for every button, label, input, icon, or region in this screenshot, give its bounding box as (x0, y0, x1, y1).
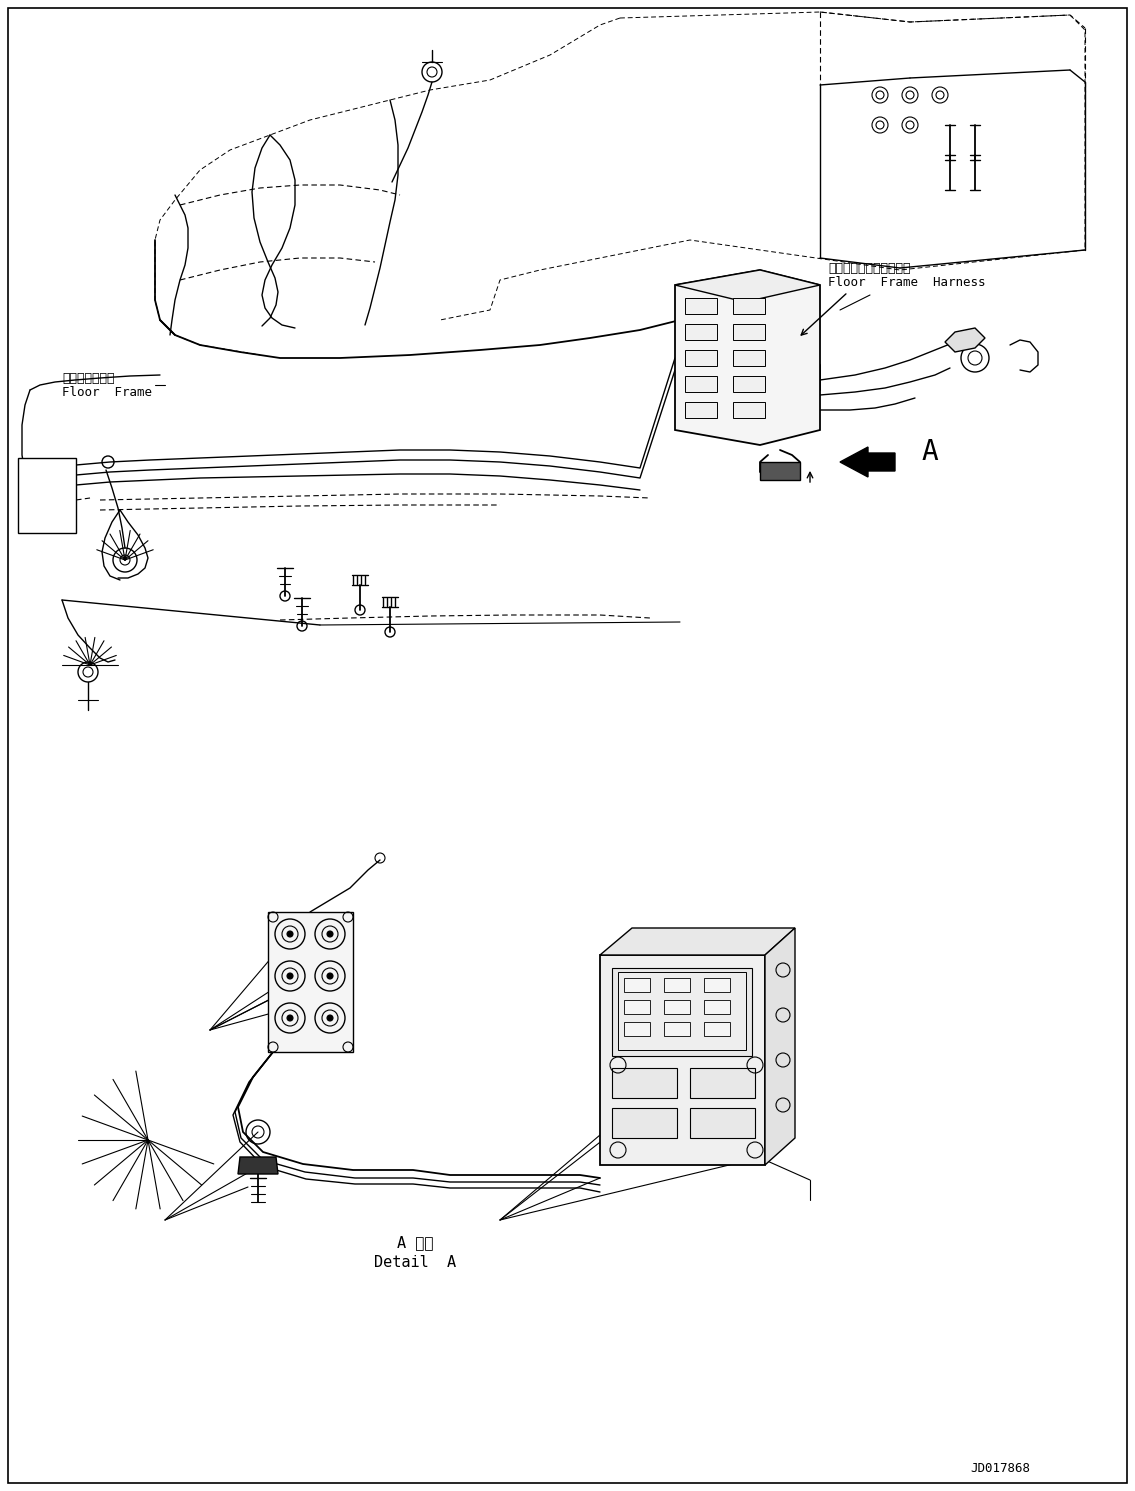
Bar (686, 324, 717, 340)
Bar (612, 1068, 676, 1097)
Bar (624, 978, 650, 992)
Polygon shape (675, 270, 819, 444)
Bar (686, 298, 717, 315)
Bar (664, 978, 690, 992)
Text: Detail  A: Detail A (373, 1255, 456, 1270)
Bar (733, 350, 765, 365)
Bar (624, 1021, 650, 1036)
Text: A 詳細: A 詳細 (397, 1235, 434, 1249)
Text: フロアフレーム: フロアフレーム (62, 371, 115, 385)
Polygon shape (238, 1157, 278, 1173)
Bar (686, 350, 717, 365)
Polygon shape (760, 462, 800, 480)
Polygon shape (765, 927, 794, 1164)
Circle shape (287, 974, 293, 980)
Bar (704, 978, 730, 992)
Circle shape (327, 930, 333, 936)
Polygon shape (600, 956, 765, 1164)
Text: フロアフレームハーネス: フロアフレームハーネス (829, 262, 910, 274)
Bar (617, 972, 746, 1050)
Bar (733, 324, 765, 340)
Bar (686, 403, 717, 417)
Bar (686, 376, 717, 392)
Circle shape (287, 930, 293, 936)
Bar (624, 1000, 650, 1014)
Text: A: A (922, 438, 939, 467)
Bar (18, 458, 76, 532)
Text: JD017868: JD017868 (970, 1463, 1029, 1475)
Bar (690, 1108, 755, 1138)
Bar (612, 968, 753, 1056)
Circle shape (287, 1015, 293, 1021)
Bar (704, 1000, 730, 1014)
Polygon shape (600, 927, 794, 956)
Circle shape (327, 1015, 333, 1021)
Polygon shape (675, 270, 819, 303)
Text: Floor  Frame: Floor Frame (62, 386, 152, 400)
Polygon shape (945, 328, 985, 352)
Bar (690, 1068, 755, 1097)
Bar (612, 1108, 676, 1138)
Text: Floor  Frame  Harness: Floor Frame Harness (829, 276, 985, 289)
Bar (733, 403, 765, 417)
Bar (733, 376, 765, 392)
FancyArrow shape (840, 447, 896, 477)
Bar (664, 1000, 690, 1014)
Bar (733, 298, 765, 315)
Circle shape (327, 974, 333, 980)
Bar (664, 1021, 690, 1036)
Bar (704, 1021, 730, 1036)
Polygon shape (268, 912, 353, 1053)
